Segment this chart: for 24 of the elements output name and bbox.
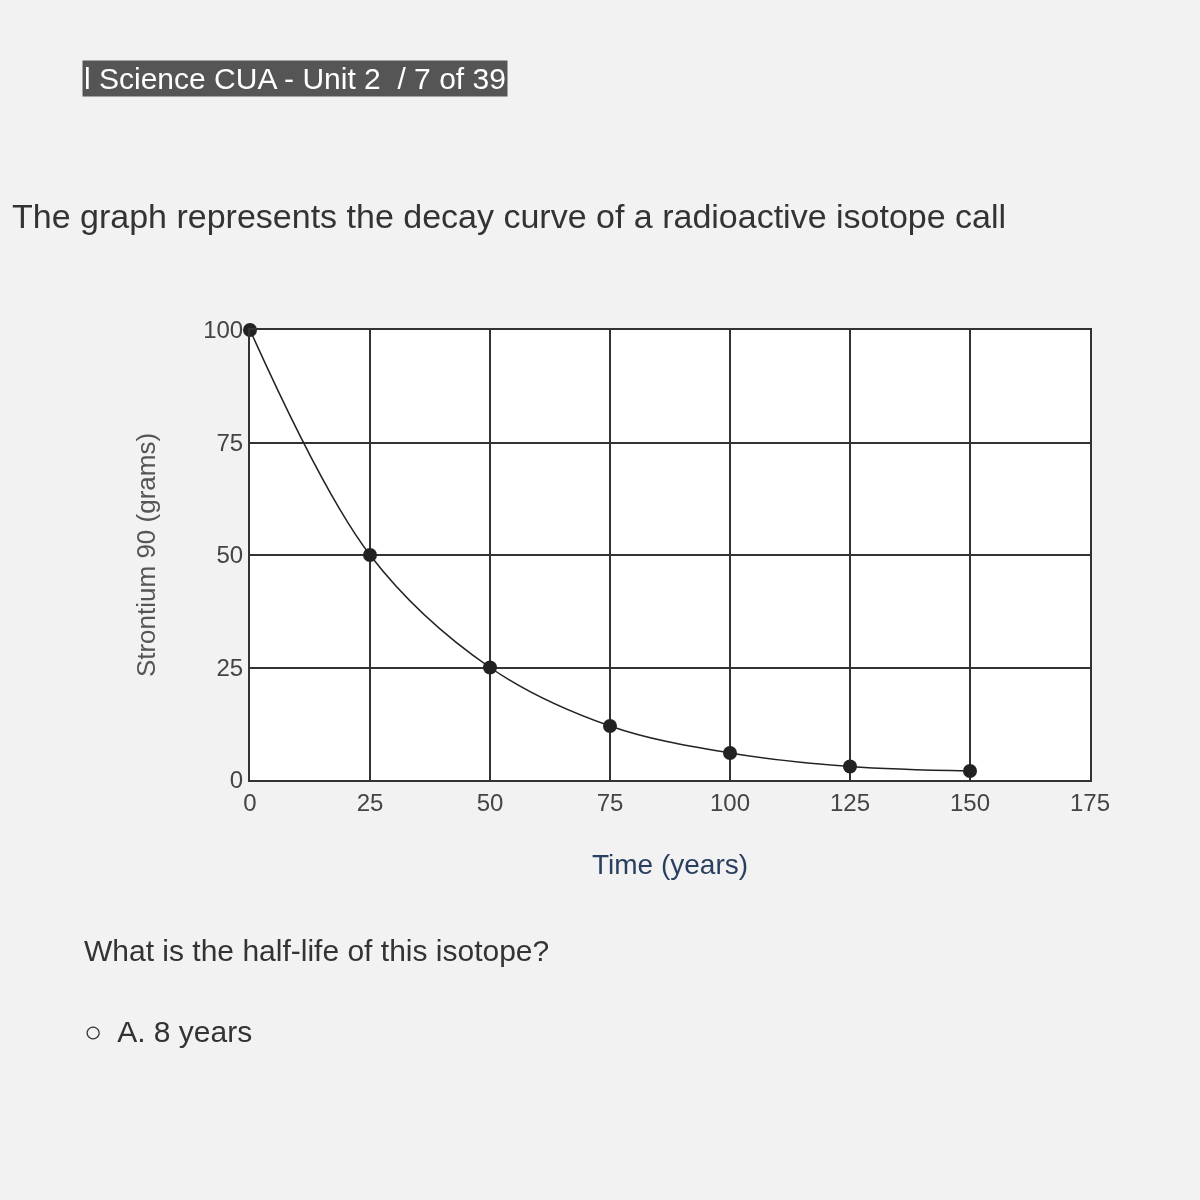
- x-tick-label: 100: [709, 788, 751, 816]
- point: [963, 764, 977, 778]
- y-tick-label: 25: [216, 653, 244, 681]
- y-tick-label: 50: [216, 541, 244, 569]
- point: [363, 548, 377, 562]
- text: What is the half-life of this isotope?: [84, 934, 550, 967]
- x-tick-label: 150: [949, 788, 991, 816]
- point: [723, 746, 737, 760]
- x-tick-label: 50: [476, 788, 504, 816]
- y-axis-title: Strontium 90 (grams): [131, 432, 162, 678]
- text: ○ A. 8 years: [84, 1015, 253, 1048]
- y-tick-label: 0: [229, 766, 244, 794]
- x-tick-label: 175: [1069, 788, 1111, 816]
- y-tick-label: 100: [203, 316, 244, 344]
- point: [843, 759, 857, 774]
- y-tick-label: 75: [216, 428, 244, 456]
- chart-title: The graph represents the decay curve of a radioactive isotope call: [12, 196, 1007, 235]
- x-tick-label: 25: [356, 788, 384, 816]
- x-tick-label: 75: [596, 788, 624, 816]
- point: [483, 660, 497, 675]
- x-axis-title: Time (years): [591, 849, 749, 881]
- chart-subtitle: l Science CUA - Unit 2 / 7 of 39: [84, 62, 506, 95]
- point: [603, 719, 617, 733]
- x-tick-label: 125: [829, 788, 871, 816]
